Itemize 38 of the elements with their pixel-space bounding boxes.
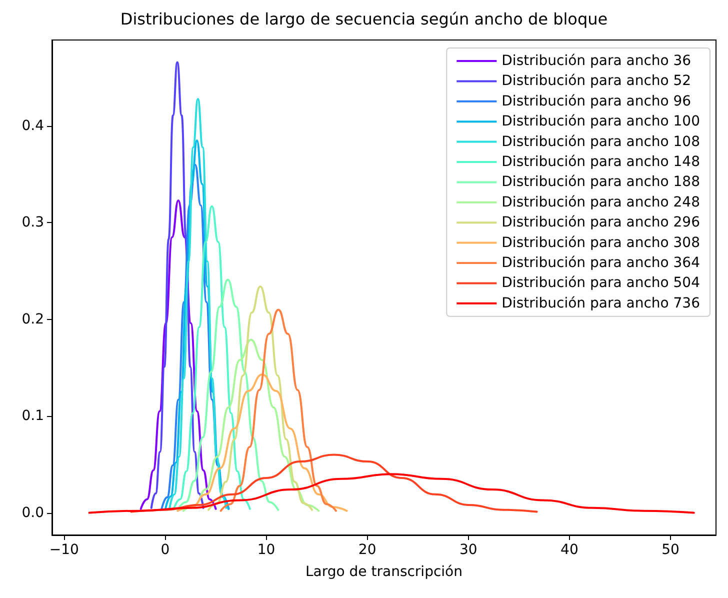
legend-label: Distribución para ancho 100 <box>502 114 700 130</box>
line-series <box>172 205 251 510</box>
legend-label: Distribución para ancho 736 <box>502 295 700 312</box>
line-series <box>88 473 695 514</box>
legend-label: Distribución para ancho 296 <box>502 214 700 231</box>
legend-label: Distribución para ancho 148 <box>502 154 700 170</box>
y-tick-label: 0.1 <box>22 408 44 424</box>
x-tick-label: 50 <box>662 542 680 558</box>
chart-title: Distribuciones de largo de secuencia según ancho de bloque <box>120 10 608 28</box>
line-series <box>168 98 228 509</box>
legend-label: Distribución para ancho 248 <box>502 194 700 210</box>
legend-label: Distribución para ancho 52 <box>502 73 692 90</box>
line-series <box>130 454 538 513</box>
line-series <box>176 278 280 511</box>
line-series <box>150 61 204 509</box>
legend-label: Distribución para ancho 188 <box>502 174 700 190</box>
legend-label: Distribución para ancho 108 <box>502 134 700 150</box>
line-series <box>182 338 320 512</box>
y-tick-label: 0.0 <box>22 504 44 521</box>
legend-label: Distribución para ancho 308 <box>502 234 700 251</box>
x-tick-label: 20 <box>358 542 376 558</box>
x-tick-label: 30 <box>459 542 478 558</box>
y-tick-label: 0.4 <box>22 118 44 134</box>
x-tick-label: −10 <box>49 542 79 558</box>
line-series <box>220 308 337 512</box>
x-tick-label: 0 <box>160 542 170 558</box>
x-tick-label: 10 <box>257 542 276 558</box>
legend-label: Distribución para ancho 36 <box>502 53 692 69</box>
legend-label: Distribución para ancho 364 <box>502 255 700 271</box>
line-series <box>208 286 314 511</box>
y-tick-label: 0.2 <box>22 311 44 328</box>
x-axis-title: Largo de transcripción <box>306 564 462 580</box>
x-tick-label: 40 <box>560 542 578 558</box>
legend-label: Distribución para ancho 504 <box>502 275 700 292</box>
legend-label: Distribución para ancho 96 <box>502 93 692 110</box>
line-series <box>176 374 348 512</box>
line-series <box>140 199 217 510</box>
y-tick-label: 0.3 <box>22 214 44 231</box>
